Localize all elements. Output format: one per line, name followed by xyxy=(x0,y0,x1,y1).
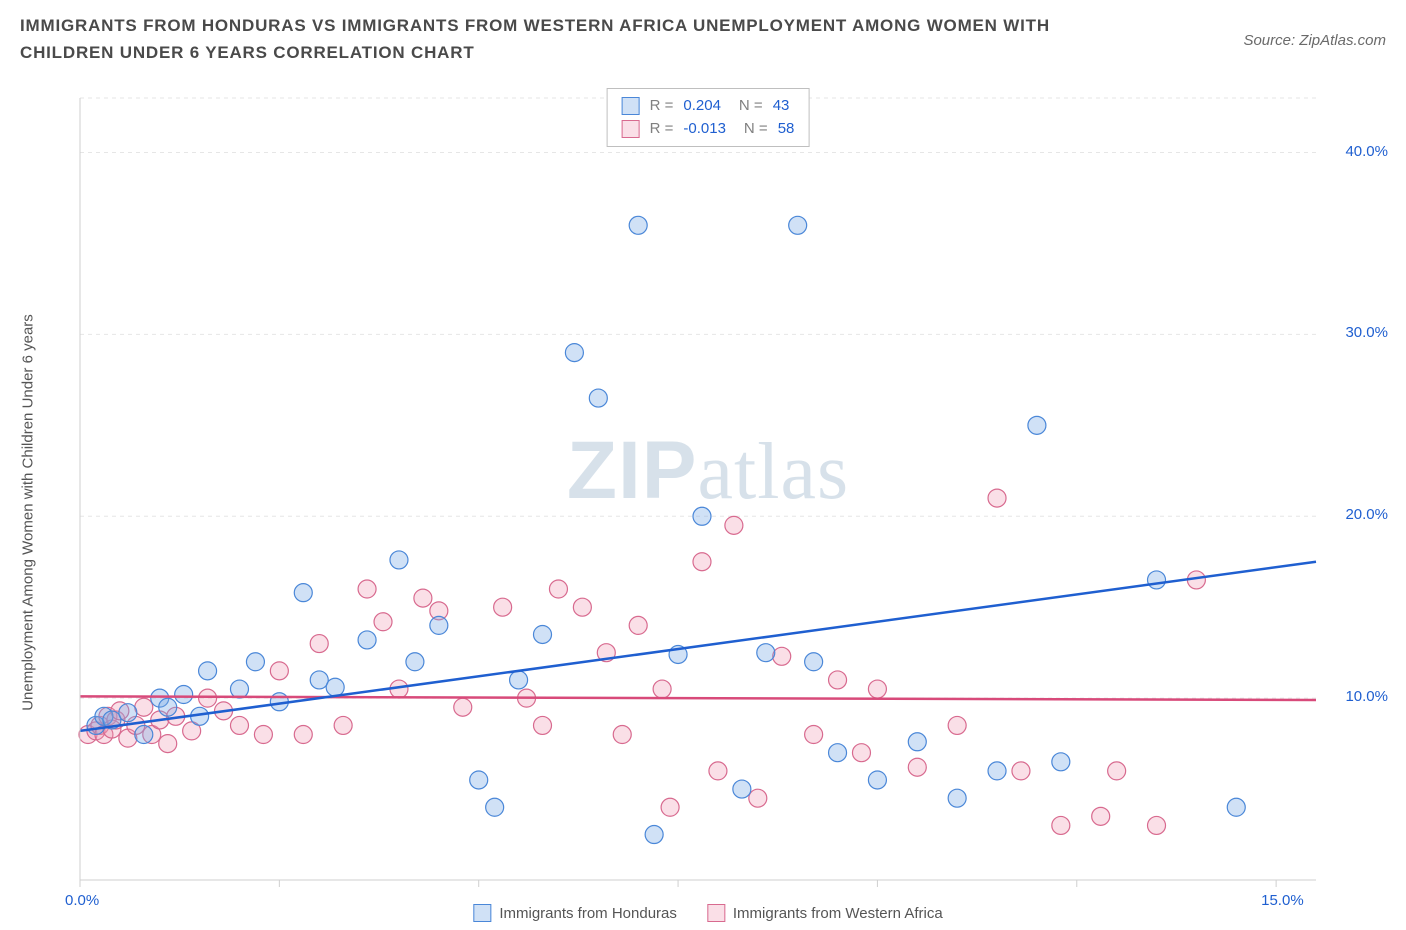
legend-label-1: Immigrants from Honduras xyxy=(499,905,677,922)
r-value-1: 0.204 xyxy=(683,95,721,118)
chart-container: Unemployment Among Women with Children U… xyxy=(20,88,1396,920)
scatter-plot xyxy=(70,88,1396,920)
stats-legend: R = 0.204 N = 43 R = -0.013 N = 58 xyxy=(607,88,810,147)
y-tick-label: 30.0% xyxy=(1345,324,1388,341)
n-value-1: 43 xyxy=(773,95,790,118)
y-tick-label: 40.0% xyxy=(1345,143,1388,160)
swatch-series2-bottom xyxy=(707,904,725,922)
y-tick-label: 10.0% xyxy=(1345,688,1388,705)
bottom-legend: Immigrants from Honduras Immigrants from… xyxy=(473,904,942,922)
legend-label-2: Immigrants from Western Africa xyxy=(733,905,943,922)
x-tick-label: 0.0% xyxy=(65,892,99,909)
page-title: IMMIGRANTS FROM HONDURAS VS IMMIGRANTS F… xyxy=(20,12,1120,66)
swatch-series2 xyxy=(622,120,640,138)
source-credit: Source: ZipAtlas.com xyxy=(1243,12,1386,49)
swatch-series1 xyxy=(622,97,640,115)
n-value-2: 58 xyxy=(778,118,795,141)
x-tick-label: 15.0% xyxy=(1261,892,1304,909)
y-axis-label: Unemployment Among Women with Children U… xyxy=(20,314,37,711)
r-value-2: -0.013 xyxy=(683,118,726,141)
y-tick-label: 20.0% xyxy=(1345,506,1388,523)
swatch-series1-bottom xyxy=(473,904,491,922)
